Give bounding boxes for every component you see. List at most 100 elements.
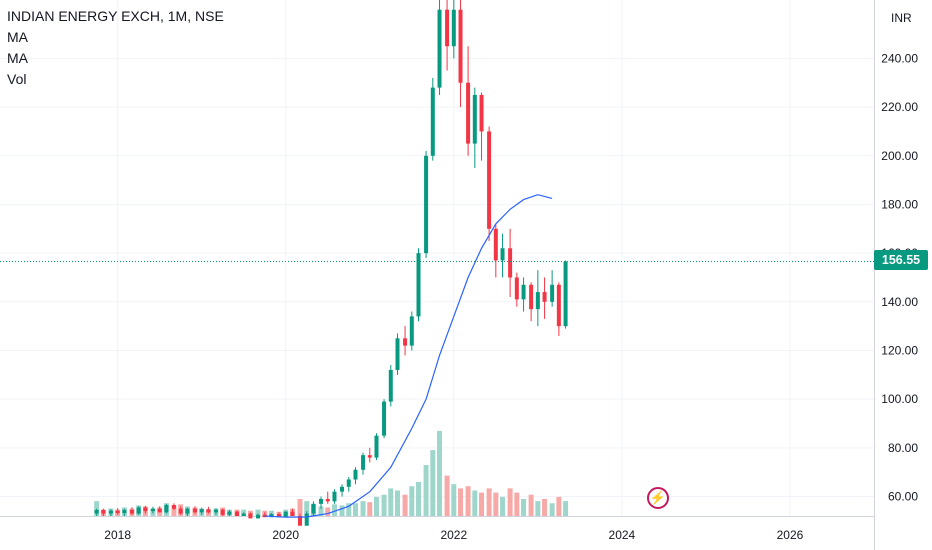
candle-body: [178, 508, 183, 514]
candle-body: [277, 514, 282, 518]
candle-body: [367, 455, 372, 458]
volume-bar: [331, 504, 337, 516]
candle-body: [487, 131, 492, 229]
volume-indicator-label[interactable]: Vol: [7, 71, 27, 87]
last-price-label: 156.55: [874, 250, 928, 270]
symbol-title[interactable]: INDIAN ENERGY EXCH, 1M, NSE: [7, 8, 224, 24]
candle-body: [241, 513, 246, 516]
candle-body: [192, 508, 197, 513]
volume-bar: [339, 505, 345, 516]
candle-body: [206, 509, 211, 513]
y-tick-label: 200.00: [881, 149, 918, 163]
candle-body: [185, 508, 190, 514]
y-tick-label: 240.00: [881, 51, 918, 65]
volume-bar: [325, 507, 331, 516]
volume-bar: [318, 506, 324, 516]
candle-body: [437, 9, 442, 88]
candle-body: [458, 9, 463, 83]
y-tick-label: 60.00: [888, 490, 918, 504]
candle-body: [311, 503, 316, 514]
volume-bar: [437, 431, 443, 516]
candle-body: [220, 509, 225, 515]
candle-body: [542, 292, 547, 302]
candle-body: [304, 513, 309, 526]
volume-bar: [352, 503, 358, 516]
candle-body: [325, 498, 330, 502]
volume-bar: [255, 509, 261, 516]
volume-bar: [542, 499, 548, 516]
candle-body: [115, 510, 120, 514]
volume-bar: [444, 475, 450, 516]
candle-body: [94, 509, 99, 514]
candle-body: [101, 509, 106, 514]
candle-body: [213, 509, 218, 513]
candle-body: [416, 253, 421, 317]
volume-bar: [395, 490, 401, 516]
candle-body: [508, 248, 513, 278]
x-tick-label: 2020: [272, 528, 299, 542]
candle-body: [451, 9, 456, 47]
candle-body: [340, 486, 345, 492]
volume-bar: [409, 486, 415, 516]
candle-body: [388, 369, 393, 402]
candle-body: [466, 82, 471, 144]
volume-bar: [388, 488, 394, 516]
volume-bar: [171, 505, 177, 516]
candle-body: [298, 516, 303, 526]
candle-body: [227, 511, 232, 515]
volume-bar: [402, 494, 408, 516]
y-tick-label: 220.00: [881, 100, 918, 114]
candle-body: [290, 511, 295, 516]
candle-body: [529, 284, 534, 310]
volume-bar: [304, 501, 310, 516]
candle-body: [346, 479, 351, 487]
candle-body: [374, 435, 379, 458]
candle-body: [514, 277, 519, 300]
candle-body: [500, 248, 505, 261]
candle-body: [164, 505, 169, 513]
ma-indicator-label[interactable]: MA: [7, 29, 28, 45]
volume-bar: [423, 465, 429, 516]
volume-bar: [493, 492, 499, 516]
volume-bar: [367, 502, 373, 516]
x-tick-label: 2018: [104, 528, 131, 542]
volume-bar: [521, 499, 527, 516]
lightning-icon[interactable]: ⚡: [647, 487, 669, 509]
x-tick-label: 2022: [440, 528, 467, 542]
candle-body: [395, 338, 400, 370]
volume-bar: [430, 450, 436, 516]
candle-body: [445, 9, 450, 47]
candle-body: [332, 491, 337, 502]
candle-body: [521, 284, 526, 300]
volume-bar: [416, 482, 422, 516]
x-tick-label: 2026: [777, 528, 804, 542]
volume-bar: [535, 501, 541, 516]
volume-bar: [528, 494, 534, 516]
volume-bar: [360, 501, 366, 516]
candle-body: [563, 261, 568, 327]
candle-body: [479, 94, 484, 132]
candle-body: [171, 505, 176, 509]
candle-body: [136, 507, 141, 514]
currency-unit: INR: [891, 11, 912, 25]
candle-body: [409, 316, 414, 346]
candle-body: [108, 510, 113, 514]
candle-body: [234, 511, 239, 516]
volume-bar: [507, 488, 513, 516]
chart-legend: INDIAN ENERGY EXCH, 1M, NSE MA MA Vol: [7, 6, 224, 90]
y-tick-label: 100.00: [881, 392, 918, 406]
candle-body: [430, 87, 435, 156]
candle-body: [199, 509, 204, 513]
candle-body: [353, 469, 358, 480]
candle-body: [255, 514, 260, 519]
candle-body: [143, 507, 148, 512]
candle-body: [403, 338, 408, 346]
candle-body: [319, 498, 324, 504]
y-tick-label: 120.00: [881, 343, 918, 357]
ma-indicator-label-2[interactable]: MA: [7, 50, 28, 66]
volume-bar: [549, 503, 555, 516]
volume-bar: [479, 492, 485, 516]
volume-bar: [458, 488, 464, 516]
candle-body: [269, 514, 274, 518]
